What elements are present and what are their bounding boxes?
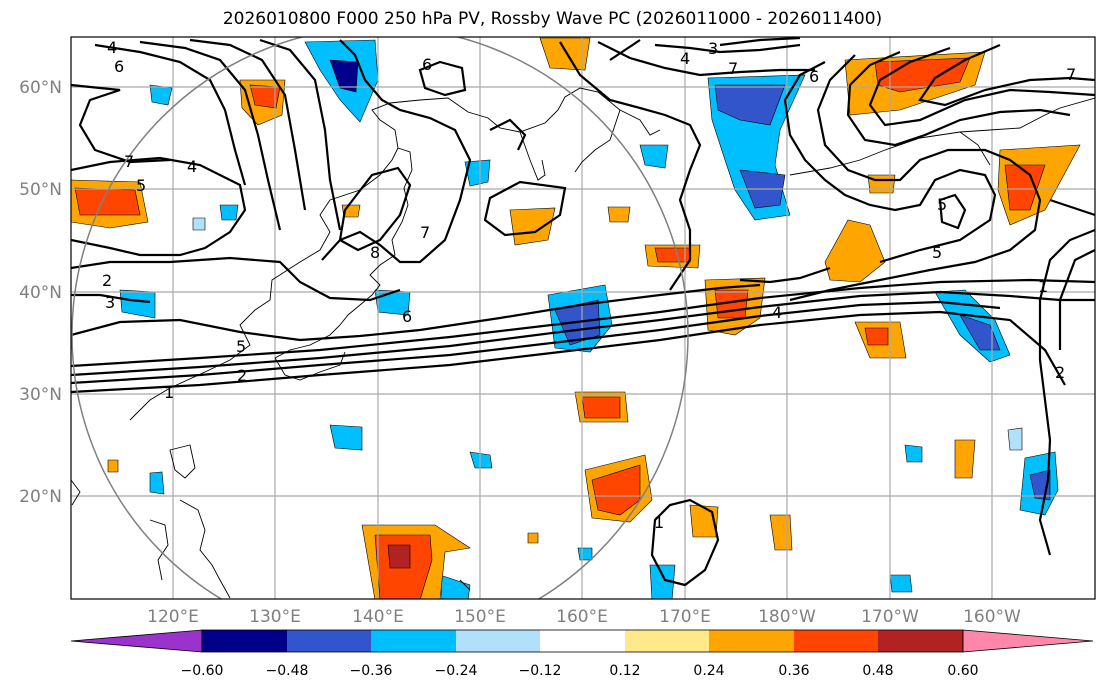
colorbar-tick-label: 0.24	[693, 663, 724, 679]
lat-tick-label: 50°N	[19, 180, 62, 200]
contour-label: 2	[102, 271, 112, 290]
lon-tick-label: 160°W	[963, 607, 1021, 627]
contour-label: 5	[236, 337, 246, 356]
contour-label: 7	[420, 223, 430, 242]
contour-label: 7	[124, 152, 134, 171]
colorbar-tick-label: −0.48	[266, 663, 309, 679]
colorbar-tick-label: 0.60	[947, 663, 978, 679]
contour-label: 6	[114, 57, 124, 76]
lat-tick-label: 60°N	[19, 78, 62, 98]
colorbar-tick-label: 0.48	[862, 663, 893, 679]
projection-circle	[71, 37, 689, 599]
lon-tick-label: 120°E	[147, 607, 199, 627]
contour-label: 5	[937, 195, 947, 214]
lat-tick-label: 40°N	[19, 283, 62, 303]
contour-label: 4	[107, 38, 117, 57]
colorbar-segment	[794, 630, 878, 652]
colorbar-tick-label: −0.12	[519, 663, 562, 679]
lon-tick-label: 160°E	[556, 607, 608, 627]
lon-tick-label: 150°E	[454, 607, 506, 627]
colorbar-tick-label: −0.24	[435, 663, 478, 679]
contour-label: 7	[728, 59, 738, 78]
colorbar-segment	[456, 630, 540, 652]
contour-label: 6	[809, 67, 819, 86]
contour-label: 2	[1055, 363, 1065, 382]
colorbar-tick-label: 0.12	[609, 663, 640, 679]
lat-tick-label: 30°N	[19, 385, 62, 405]
colorbar-segment	[371, 630, 456, 652]
colorbar-tick-label: −0.60	[181, 663, 224, 679]
lon-tick-label: 140°E	[352, 607, 404, 627]
map-frame	[70, 36, 1096, 600]
contour-label: 1	[654, 513, 664, 532]
contour-label: 5	[136, 176, 146, 195]
colorbar-segment	[540, 630, 625, 652]
contour-label: 5	[932, 243, 942, 262]
colorbar-tick-label: −0.36	[350, 663, 393, 679]
lon-tick-label: 130°E	[249, 607, 301, 627]
lon-tick-label: 170°E	[659, 607, 711, 627]
contour-label: 6	[422, 55, 432, 74]
contour-label: 1	[164, 383, 174, 402]
lon-tick-label: 180°W	[758, 607, 816, 627]
contour-label: 3	[105, 293, 115, 312]
colorbar-segment	[709, 630, 794, 652]
contour-label: 7	[1066, 65, 1076, 84]
colorbar-segment	[625, 630, 709, 652]
colorbar-segment	[202, 630, 287, 652]
contour-label: 8	[370, 243, 380, 262]
map-title: 2026010800 F000 250 hPa PV, Rossby Wave …	[222, 9, 883, 29]
pv-contours	[71, 37, 1095, 587]
contour-label: 4	[772, 303, 782, 322]
colorbar-segment	[287, 630, 371, 652]
contour-label: 4	[680, 49, 690, 68]
pv-anomaly-shading	[71, 37, 1081, 599]
lon-tick-label: 170°W	[861, 607, 919, 627]
lat-tick-label: 20°N	[19, 487, 62, 507]
colorbar-extend-low	[70, 629, 203, 653]
contour-label: 3	[708, 39, 718, 58]
contour-label: 4	[187, 157, 197, 176]
colorbar-extend-high	[962, 629, 1094, 653]
lat-axis: 60°N 50°N 40°N 30°N 20°N	[19, 78, 62, 507]
contour-label-group: 4 6 3 4 6 7 4 7 5 6 7 5 2 3 5 2 1 8 7 6	[102, 38, 1076, 532]
colorbar-segment	[878, 630, 963, 652]
contour-label: 2	[237, 366, 247, 385]
colorbar: −0.60 −0.48 −0.36 −0.24 −0.12 0.12 0.24 …	[70, 629, 1094, 679]
lon-axis: 120°E 130°E 140°E 150°E 160°E 170°E 180°…	[147, 607, 1021, 627]
contour-label: 6	[402, 307, 412, 326]
colorbar-tick-label: 0.36	[778, 663, 809, 679]
contour-label: 1	[1038, 277, 1048, 296]
